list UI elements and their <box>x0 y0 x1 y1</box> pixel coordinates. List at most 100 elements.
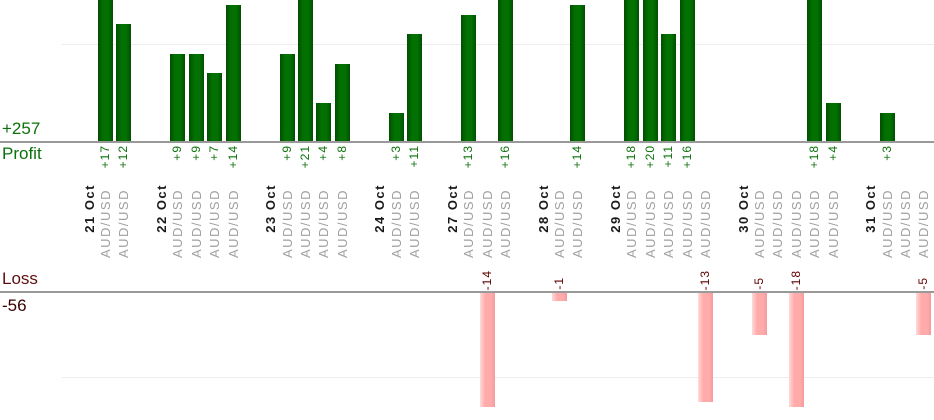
profit-value-label: +9 <box>187 145 205 161</box>
date-label-text: 23 Oct <box>263 184 279 233</box>
symbol-label-text: AUD/USD <box>498 189 513 259</box>
loss-value-label-text: -5 <box>916 277 931 290</box>
symbol-label: AUD/USD <box>769 189 787 258</box>
profit-value-label: +17 <box>97 145 115 168</box>
profit-bar <box>279 53 295 142</box>
profit-value-label-text: +8 <box>334 145 349 161</box>
profit-value-label: +20 <box>641 145 659 168</box>
symbol-label: AUD/USD <box>787 189 805 258</box>
date-label: 27 Oct <box>443 184 461 233</box>
loss-total: -56 <box>2 296 27 315</box>
symbol-label: AUD/USD <box>641 189 659 258</box>
profit-bar <box>570 4 586 142</box>
symbol-label: AUD/USD <box>406 189 424 258</box>
profit-value-label-text: +20 <box>642 145 657 169</box>
symbol-label: AUD/USD <box>187 189 205 258</box>
date-label-text: 24 Oct <box>372 184 388 233</box>
profit-bar <box>207 73 223 142</box>
symbol-label: AUD/USD <box>660 189 678 258</box>
loss-value-label: -13 <box>697 270 715 290</box>
loss-value-label-text: -14 <box>479 269 494 290</box>
symbol-label-text: AUD/USD <box>661 189 677 259</box>
loss-zero-line <box>0 291 934 293</box>
profit-value-label: +13 <box>460 145 478 168</box>
profit-value-label: +4 <box>824 145 842 161</box>
profit-value-label: +8 <box>333 145 351 161</box>
profit-bar <box>407 34 423 142</box>
symbol-label-text: AUD/USD <box>98 189 113 259</box>
symbol-label-text: AUD/USD <box>188 189 204 259</box>
loss-value-label: -14 <box>478 270 496 290</box>
symbol-label: AUD/USD <box>169 189 187 258</box>
symbol-label: AUD/USD <box>497 189 515 258</box>
profit-value-label: +12 <box>115 145 133 168</box>
profit-value-label: +3 <box>387 145 405 161</box>
loss-bar <box>788 293 804 407</box>
symbol-label-text: AUD/USD <box>752 189 767 259</box>
date-label: 24 Oct <box>371 184 389 233</box>
profit-bar <box>679 0 695 142</box>
loss-bar <box>916 293 932 335</box>
symbol-label-text: AUD/USD <box>170 189 186 259</box>
symbol-label: AUD/USD <box>806 189 824 258</box>
profit-value-label-text: +7 <box>207 145 222 161</box>
profit-value-label-text: +14 <box>225 145 240 169</box>
date-label-text: 21 Oct <box>81 184 97 233</box>
profit-value-label-text: +3 <box>879 145 894 161</box>
profit-value-label: +16 <box>678 145 696 168</box>
symbol-label: AUD/USD <box>224 189 242 258</box>
symbol-label-text: AUD/USD <box>479 189 495 259</box>
symbol-label: AUD/USD <box>623 189 641 258</box>
date-label-text: 22 Oct <box>153 184 169 233</box>
profit-value-label-text: +16 <box>498 145 512 169</box>
symbol-label-text: AUD/USD <box>279 189 295 259</box>
symbol-label: AUD/USD <box>478 189 496 258</box>
loss-bar <box>698 293 713 403</box>
profit-value-label: +3 <box>878 145 896 161</box>
profit-bar <box>807 0 823 142</box>
profit-value-label-text: +13 <box>461 145 476 169</box>
profit-bar <box>661 34 677 142</box>
profit-plot-area <box>0 0 934 142</box>
profit-value-label-text: +9 <box>188 145 203 161</box>
loss-value-label-text: -5 <box>752 277 766 290</box>
symbol-label: AUD/USD <box>115 189 133 258</box>
symbol-label: AUD/USD <box>460 189 478 258</box>
symbol-label: AUD/USD <box>387 189 405 258</box>
date-label: 29 Oct <box>606 184 624 233</box>
date-label-text: 28 Oct <box>535 184 551 233</box>
date-label-text: 29 Oct <box>607 184 623 233</box>
symbol-label-text: AUD/USD <box>461 189 477 259</box>
symbol-label-text: AUD/USD <box>642 189 658 259</box>
profit-value-label-text: +18 <box>807 145 822 169</box>
date-label: 23 Oct <box>262 184 280 233</box>
profit-value-label-text: +9 <box>279 145 294 161</box>
symbol-label-text: AUD/USD <box>116 189 132 259</box>
loss-value-label-text: -18 <box>788 269 803 290</box>
profit-bar <box>170 53 186 142</box>
profit-value-label: +16 <box>497 145 515 168</box>
profit-value-label-text: +21 <box>298 145 312 169</box>
symbol-label-text: AUD/USD <box>624 189 640 259</box>
date-label: 30 Oct <box>734 184 752 233</box>
symbol-label: AUD/USD <box>897 189 915 258</box>
profit-value-label: +4 <box>315 145 333 161</box>
symbol-label-text: AUD/USD <box>898 189 913 259</box>
profit-total: +257 <box>2 119 41 138</box>
profit-axis-label: Profit <box>2 144 42 163</box>
symbol-label-text: AUD/USD <box>388 189 404 259</box>
loss-bar <box>752 293 767 335</box>
loss-value-label: -18 <box>787 270 805 290</box>
symbol-label: AUD/USD <box>824 189 842 258</box>
symbol-label-text: AUD/USD <box>807 189 823 259</box>
profit-bar <box>116 24 132 142</box>
loss-bar <box>479 293 495 407</box>
profit-bar <box>225 4 241 142</box>
profit-value-label-text: +16 <box>679 145 694 169</box>
symbol-label: AUD/USD <box>206 189 224 258</box>
symbol-label-text: AUD/USD <box>770 189 786 259</box>
profit-bar <box>334 63 350 142</box>
date-label-text: 31 Oct <box>863 184 879 233</box>
